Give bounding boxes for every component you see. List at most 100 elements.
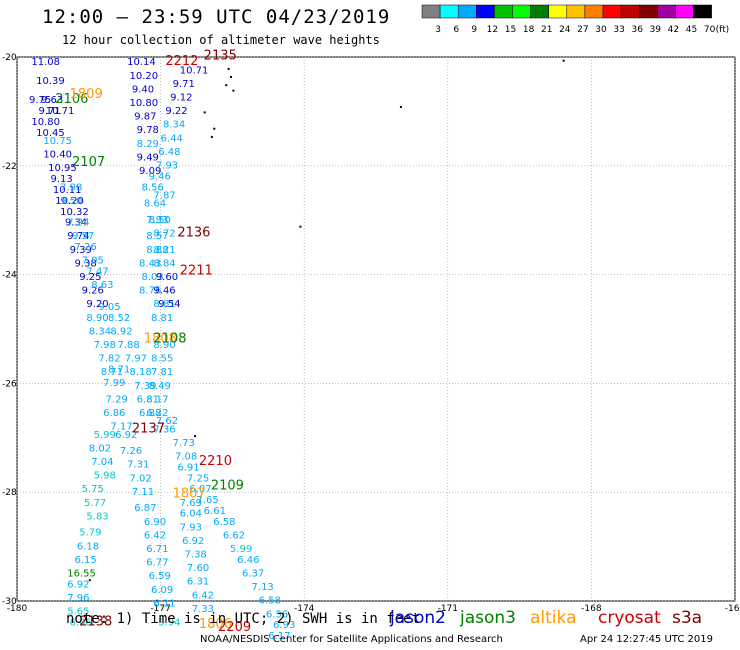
wave-height-label: 6.92 bbox=[67, 579, 89, 590]
y-tick-label: -24 bbox=[2, 271, 17, 281]
wave-height-label: 10.39 bbox=[36, 76, 65, 87]
colorbar-label: 15 bbox=[505, 25, 516, 35]
wave-height-label: 7.93 bbox=[180, 522, 202, 533]
y-tick-label: -20 bbox=[2, 53, 17, 63]
wave-height-label: 8.64 bbox=[144, 199, 166, 210]
wave-height-label: 7.65 bbox=[197, 495, 219, 506]
wave-height-label: 7.98 bbox=[60, 182, 82, 193]
wave-height-label: 7.31 bbox=[127, 460, 149, 471]
wave-height-label: 6.09 bbox=[151, 585, 173, 596]
wave-height-label: 9.05 bbox=[98, 302, 120, 313]
pass-time-label: 1807 bbox=[173, 487, 206, 502]
wave-height-label: 6.22 bbox=[146, 408, 168, 419]
footer-note: note: 1) Time is in UTC; 2) SWH is in fe… bbox=[66, 611, 421, 627]
y-tick-label: -28 bbox=[2, 488, 17, 498]
colorbar-label: 24 bbox=[559, 25, 571, 35]
satellite-legend-jason2: jason2 bbox=[390, 608, 446, 628]
colorbar-label: 18 bbox=[523, 25, 535, 35]
colorbar-label: 70 bbox=[704, 25, 716, 35]
wave-height-label: 9.87 bbox=[134, 112, 156, 123]
x-tick-label: -180 bbox=[7, 604, 28, 614]
credit-line: NOAA/NESDIS Center for Satellite Applica… bbox=[200, 634, 503, 645]
wave-height-label: 6.31 bbox=[187, 577, 209, 588]
pass-time-label: 2210 bbox=[199, 454, 232, 469]
wave-height-label: 9.46 bbox=[149, 171, 171, 182]
wave-height-label: 5.94 bbox=[158, 617, 180, 628]
wave-height-label: 7.93 bbox=[156, 161, 178, 172]
wave-height-label: 6.92 bbox=[182, 536, 204, 547]
wave-height-label: 9.63 bbox=[41, 95, 63, 106]
pass-time-label: 1809 bbox=[70, 87, 103, 102]
wave-height-label: 7.73 bbox=[173, 438, 195, 449]
wave-height-label: 7.81 bbox=[151, 367, 173, 378]
wave-height-label: 6.42 bbox=[144, 530, 166, 541]
wave-height-label: 7.29 bbox=[106, 394, 128, 405]
wave-height-label: 6.59 bbox=[149, 571, 171, 582]
colorbar-label: 45 bbox=[686, 25, 697, 35]
wave-height-label: 7.25 bbox=[187, 473, 209, 484]
wave-height-label: 8.52 bbox=[108, 313, 130, 324]
wave-height-label: 7.04 bbox=[91, 457, 113, 468]
land-speck bbox=[299, 225, 302, 228]
wave-height-label: 8.57 bbox=[146, 231, 168, 242]
wave-height-label: 7.11 bbox=[132, 487, 154, 498]
colorbar-unit: (ft) bbox=[716, 25, 730, 35]
wave-height-label: 6.56 bbox=[266, 609, 288, 620]
wave-height-label: 7.26 bbox=[74, 242, 96, 253]
land-speck bbox=[225, 84, 228, 87]
wave-height-label: 8.76 bbox=[139, 286, 161, 297]
pass-time-label: 2137 bbox=[132, 421, 165, 436]
x-tick-label: -174 bbox=[294, 604, 315, 614]
wave-height-label: 7.97 bbox=[125, 354, 147, 365]
x-tick-label: -177 bbox=[150, 604, 170, 614]
x-tick-label: -171 bbox=[438, 604, 458, 614]
wave-height-label: 7.26 bbox=[120, 446, 142, 457]
wave-height-label: 8.18 bbox=[129, 367, 151, 378]
pass-time-label: 1808 bbox=[144, 332, 177, 347]
wave-height-label: 5.75 bbox=[82, 484, 104, 495]
wave-height-label: 9.25 bbox=[79, 272, 101, 283]
wave-height-label: 6.90 bbox=[144, 517, 166, 528]
pass-time-label: 2209 bbox=[218, 620, 251, 635]
wave-height-label: 11.08 bbox=[31, 57, 60, 68]
wave-height-label: 8.56 bbox=[141, 182, 163, 193]
y-tick-label: -30 bbox=[2, 597, 17, 607]
wave-height-label: 7.47 bbox=[86, 267, 108, 278]
wave-height-label: 8.88 bbox=[146, 245, 168, 256]
wave-height-label: 6.87 bbox=[134, 503, 156, 514]
wave-height-label: 6.71 bbox=[146, 544, 168, 555]
wave-height-label: 7.62 bbox=[156, 416, 178, 427]
y-tick-label: -22 bbox=[2, 162, 17, 172]
timestamp: Apr 24 12:27:45 UTC 2019 bbox=[580, 634, 713, 645]
colorbar-label: 6 bbox=[453, 25, 459, 35]
land-speck bbox=[232, 89, 235, 92]
wave-height-label: 8.92 bbox=[110, 326, 132, 337]
wave-height-label: 7.17 bbox=[110, 422, 132, 433]
satellite-legend-s3a: s3a bbox=[672, 608, 703, 628]
land-speck bbox=[210, 135, 213, 138]
wave-height-label: 7.24 bbox=[67, 218, 89, 229]
colorbar-label: 9 bbox=[471, 25, 477, 35]
wave-height-label: 9.57 bbox=[72, 231, 94, 242]
wave-height-label: 6.06 bbox=[70, 617, 92, 628]
wave-height-label: 10.45 bbox=[36, 128, 65, 139]
wave-height-label: 7.33 bbox=[192, 604, 214, 615]
wave-height-label: 6.18 bbox=[77, 541, 99, 552]
land-speck bbox=[230, 76, 233, 79]
chart-title: 12:00 – 23:59 UTC 04/23/2019 bbox=[42, 6, 391, 28]
wave-height-label: 9.12 bbox=[170, 93, 192, 104]
wave-height-label: 7.93 bbox=[146, 215, 168, 226]
wave-height-label: 5.65 bbox=[67, 607, 89, 618]
wave-height-label: 7.99 bbox=[103, 378, 125, 389]
wave-height-label: 8.90 bbox=[153, 340, 175, 351]
wave-height-label: 8.34 bbox=[89, 326, 111, 337]
land-speck bbox=[227, 67, 230, 70]
wave-height-label: 6.77 bbox=[146, 558, 168, 569]
wave-height-label: 8.02 bbox=[89, 443, 111, 454]
land-speck bbox=[399, 105, 402, 108]
wave-height-label: 10.20 bbox=[55, 196, 84, 207]
wave-height-label: 7.36 bbox=[153, 424, 175, 435]
wave-height-label: 5.99 bbox=[230, 544, 252, 555]
wave-height-label: 6.86 bbox=[103, 408, 125, 419]
wave-height-label: 5.98 bbox=[94, 471, 116, 482]
